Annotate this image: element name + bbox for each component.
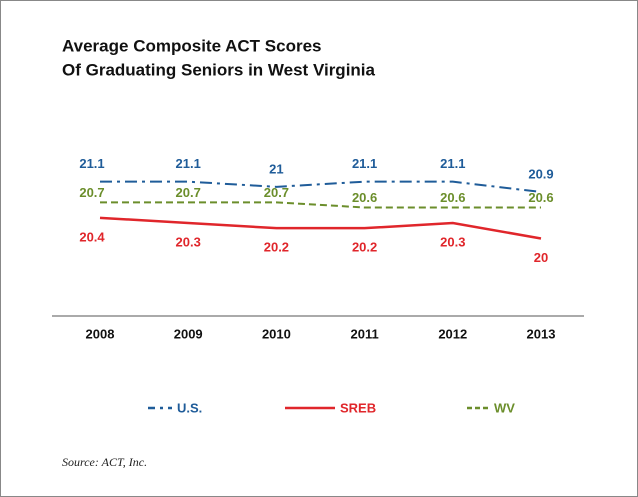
line bbox=[100, 201, 541, 209]
data-label: 21.1 bbox=[176, 156, 201, 171]
data-label: 20.6 bbox=[352, 190, 377, 205]
data-label: 20.7 bbox=[79, 185, 104, 200]
data-label: 21.1 bbox=[79, 156, 104, 171]
data-label: 21.1 bbox=[352, 156, 377, 171]
data-label: 20.7 bbox=[264, 185, 289, 200]
line bbox=[100, 180, 542, 193]
x-tick-label: 2009 bbox=[174, 326, 203, 341]
legend-label: WV bbox=[494, 400, 515, 415]
data-label: 20 bbox=[534, 250, 548, 265]
x-tick-label: 2010 bbox=[262, 326, 291, 341]
line bbox=[99, 216, 542, 240]
data-label: 20.3 bbox=[176, 234, 201, 249]
x-tick-label: 2013 bbox=[527, 326, 556, 341]
x-tick-label: 2008 bbox=[86, 326, 115, 341]
data-label: 20.3 bbox=[440, 234, 465, 249]
chart-title: Average Composite ACT Scores bbox=[62, 36, 321, 55]
data-label: 20.9 bbox=[528, 166, 553, 181]
x-tick-label: 2012 bbox=[438, 326, 467, 341]
data-label: 20.6 bbox=[440, 190, 465, 205]
legend-label: U.S. bbox=[177, 400, 202, 415]
chart-title: Of Graduating Seniors in West Virginia bbox=[62, 60, 376, 79]
data-label: 20.2 bbox=[264, 240, 289, 255]
data-label: 21 bbox=[269, 161, 283, 176]
legend-label: SREB bbox=[340, 400, 376, 415]
data-label: 21.1 bbox=[440, 156, 465, 171]
source: Source: ACT, Inc. bbox=[62, 455, 147, 469]
data-label: 20.6 bbox=[528, 190, 553, 205]
data-label: 20.4 bbox=[79, 229, 105, 244]
data-label: 20.2 bbox=[352, 240, 377, 255]
x-tick-label: 2011 bbox=[350, 326, 378, 341]
data-label: 20.7 bbox=[176, 185, 201, 200]
